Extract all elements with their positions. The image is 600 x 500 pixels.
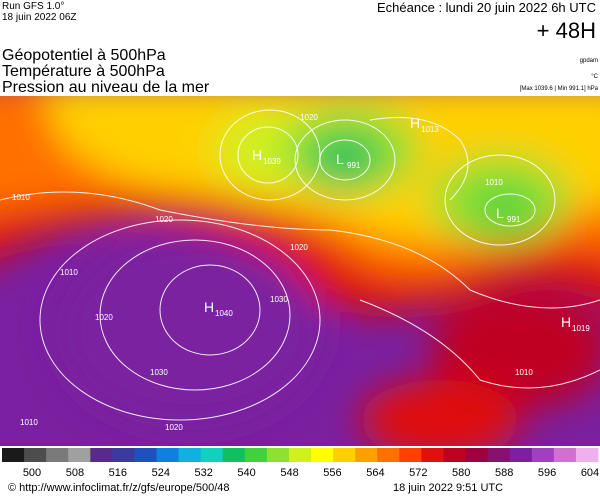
center-value: 991: [507, 215, 521, 224]
map: 1010 1020 1030 1020 1010 1020 1030 1020 1010 1020…: [0, 96, 600, 446]
colorbar-swatch: [421, 448, 444, 462]
isobar-label: 1020: [95, 313, 113, 322]
footer-date: 18 juin 2022 9:51 UTC: [393, 482, 503, 494]
isobar-label: 1010: [515, 368, 533, 377]
colorbar-swatch: [509, 448, 533, 462]
isobar-label: 1010: [485, 178, 503, 187]
footer-url: © http://www.infoclimat.fr/z/gfs/europe/…: [8, 482, 230, 494]
center-symbol: H: [410, 115, 420, 131]
isobar-label: 1020: [290, 243, 308, 252]
colorbar-label: 500: [23, 467, 41, 479]
title-pressure: Pression au niveau de la mer: [2, 79, 210, 96]
center-value: 1040: [215, 309, 233, 318]
title-temperature: Température à 500hPa: [2, 63, 165, 80]
colorbar-swatch: [575, 448, 599, 462]
colorbar-swatch: [399, 448, 422, 462]
colorbar-swatch: [24, 448, 47, 462]
colorbar-label: 548: [280, 467, 298, 479]
colorbar-label: 508: [66, 467, 84, 479]
colorbar-swatch: [244, 448, 268, 462]
lead-time: + 48H: [537, 18, 596, 43]
isobar-label: 1020: [155, 215, 173, 224]
colorbar-swatch: [178, 448, 202, 462]
run-date: 18 juin 2022 06Z: [2, 12, 77, 23]
colorbar-swatch: [156, 448, 180, 462]
colorbar-label: 580: [452, 467, 470, 479]
echeance: Echéance : lundi 20 juin 2022 6h UTC: [377, 0, 596, 15]
center-symbol: H: [561, 314, 571, 330]
colorbar-swatch: [377, 448, 400, 462]
colorbar-swatch: [90, 448, 113, 462]
center-symbol: L: [336, 151, 344, 167]
colorbar-label: 588: [495, 467, 513, 479]
colorbar-swatch: [465, 448, 489, 462]
center-value: 1013: [421, 125, 439, 134]
colorbar-label: 524: [152, 467, 170, 479]
colorbar-label: 604: [581, 467, 599, 479]
colorbar-swatch: [222, 448, 246, 462]
colorbar: 500 508 516 524 532 540 548 556 564 572 580 588 596 6…: [2, 448, 599, 479]
colorbar-swatch: [200, 448, 224, 462]
isobar-label: 1020: [300, 113, 318, 122]
colorbar-label: 556: [323, 467, 341, 479]
colorbar-swatch: [333, 448, 356, 462]
colorbar-label: 564: [366, 467, 384, 479]
colorbar-swatch: [112, 448, 135, 462]
isobar-labels: 1010 1020 1030 1020 1010 1020 1030 1020 1010 1020…: [12, 113, 533, 432]
colorbar-swatch: [553, 448, 577, 462]
isobar-label: 1010: [20, 418, 38, 427]
center-symbol: H: [204, 299, 214, 315]
colorbar-swatch: [443, 448, 467, 462]
colorbar-swatch: [355, 448, 378, 462]
title-geopotential: Géopotentiel à 500hPa: [2, 47, 166, 64]
colorbar-swatch: [531, 448, 555, 462]
isobar-label: 1010: [12, 193, 30, 202]
colorbar-swatch: [46, 448, 69, 462]
isobar-label: 1020: [165, 423, 183, 432]
center-value: 1039: [263, 157, 281, 166]
unit-celsius: °C: [591, 74, 598, 80]
colorbar-swatch: [487, 448, 511, 462]
colorbar-swatch: [2, 448, 25, 462]
isobar-label: 1030: [270, 295, 288, 304]
unit-pressure: [Max 1039.6 | Min 991.1] hPa: [520, 86, 599, 92]
colorbar-swatch: [311, 448, 334, 462]
colorbar-label: 596: [538, 467, 556, 479]
colorbar-label: 516: [109, 467, 127, 479]
isobar-label: 1010: [60, 268, 78, 277]
colorbar-swatch: [288, 448, 312, 462]
colorbar-swatch: [68, 448, 91, 462]
center-symbol: L: [496, 205, 504, 221]
center-value: 1019: [572, 324, 590, 333]
colorbar-swatch: [266, 448, 290, 462]
isobar-label: 1030: [150, 368, 168, 377]
colorbar-label: 540: [237, 467, 255, 479]
colorbar-label: 572: [409, 467, 427, 479]
center-value: 991: [347, 161, 361, 170]
colorbar-swatch: [134, 448, 158, 462]
colorbar-label: 532: [195, 467, 213, 479]
run-label: Run GFS 1.0°: [2, 1, 64, 12]
center-symbol: H: [252, 147, 262, 163]
unit-gpdam: gpdam: [580, 58, 598, 64]
